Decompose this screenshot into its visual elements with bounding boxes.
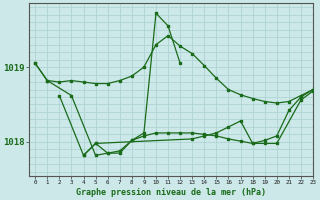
- X-axis label: Graphe pression niveau de la mer (hPa): Graphe pression niveau de la mer (hPa): [76, 188, 266, 197]
